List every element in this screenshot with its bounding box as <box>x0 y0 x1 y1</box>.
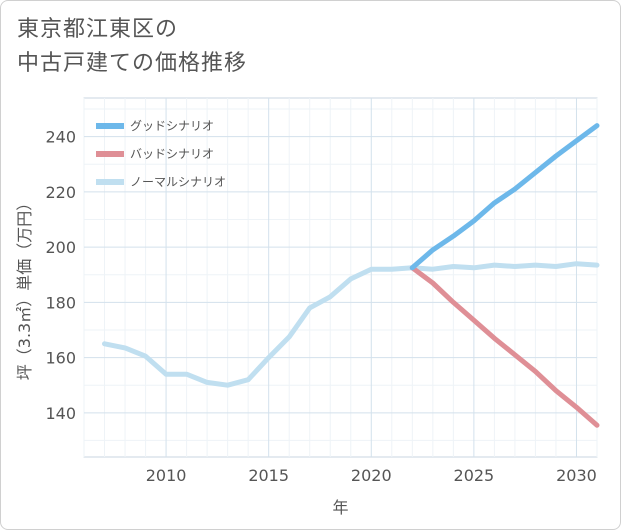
x-tick-label: 2010 <box>146 466 187 485</box>
x-tick-label: 2015 <box>248 466 289 485</box>
series-lines <box>102 123 600 428</box>
y-tick-label: 140 <box>45 404 76 423</box>
chart-title-line-1: 東京都江東区の <box>17 17 179 42</box>
y-tick-label: 240 <box>45 128 76 147</box>
x-tick-label: 2030 <box>556 466 597 485</box>
y-tick-label: 200 <box>45 238 76 257</box>
axes: 2010 2015 2020 2025 2030 140 160 180 200 220 240 <box>45 128 596 485</box>
x-tick-label: 2025 <box>454 466 495 485</box>
legend-label-2: バッドシナリオ <box>130 147 214 161</box>
legend-label-1: グッドシナリオ <box>130 119 214 133</box>
y-tick-label: 180 <box>45 293 76 312</box>
grid <box>83 97 598 458</box>
chart-title: 東京都江東区の 中古戸建ての価格推移 <box>17 13 247 81</box>
x-axis-label: 年 <box>332 498 348 517</box>
y-tick-label: 220 <box>45 183 76 202</box>
series-line-2 <box>409 265 600 428</box>
legend-label-3: ノーマルシナリオ <box>130 175 226 189</box>
x-tick-label: 2020 <box>351 466 392 485</box>
y-tick-label: 160 <box>45 349 76 368</box>
chart-title-line-2: 中古戸建ての価格推移 <box>17 51 248 76</box>
series-line-3 <box>102 261 600 388</box>
y-axis-label: 坪（3.3㎡）単価（万円） <box>15 195 34 380</box>
series-line-1 <box>409 123 600 271</box>
